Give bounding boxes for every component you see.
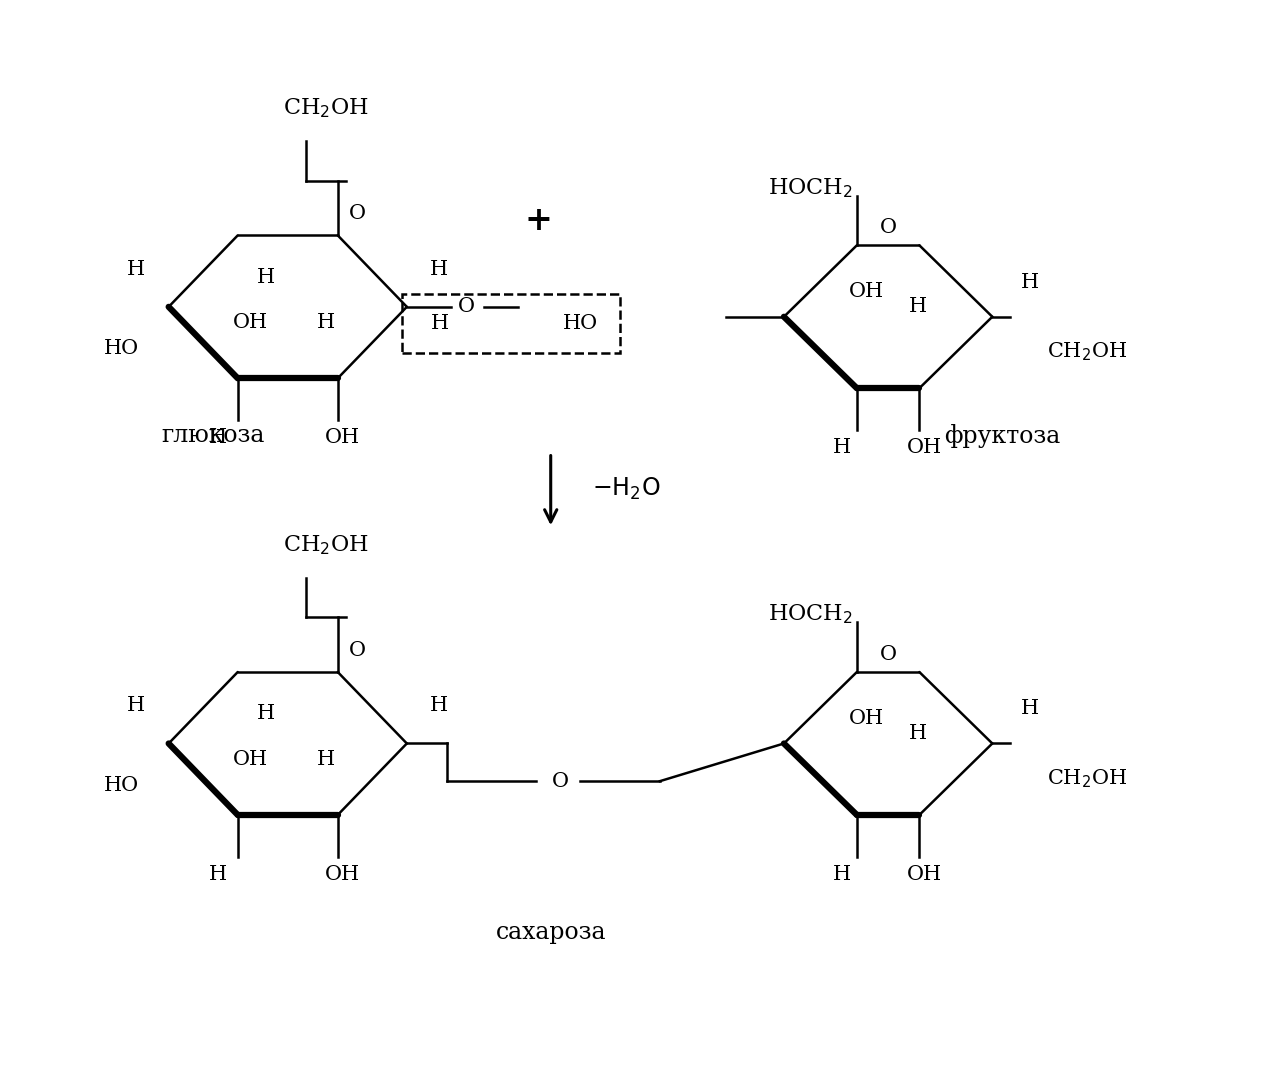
- Text: H: H: [317, 313, 335, 332]
- Text: глюкоза: глюкоза: [162, 424, 265, 447]
- Text: HO: HO: [103, 339, 139, 358]
- Text: H: H: [833, 438, 851, 457]
- Text: HO: HO: [103, 776, 139, 795]
- Text: H: H: [833, 865, 851, 884]
- Text: OH: OH: [233, 750, 268, 768]
- Text: OH: OH: [848, 282, 884, 302]
- Text: O: O: [879, 644, 897, 664]
- Text: HOCH$_2$: HOCH$_2$: [768, 603, 853, 627]
- Text: H: H: [317, 750, 335, 768]
- Text: HOCH$_2$: HOCH$_2$: [768, 175, 853, 199]
- Text: +: +: [525, 204, 552, 237]
- Text: OH: OH: [326, 428, 360, 447]
- Text: H: H: [1021, 700, 1039, 718]
- Text: H: H: [257, 704, 275, 723]
- Text: H: H: [127, 259, 145, 279]
- Text: H: H: [257, 267, 275, 287]
- Text: H: H: [430, 697, 448, 715]
- Text: O: O: [458, 298, 475, 316]
- Text: OH: OH: [326, 865, 360, 884]
- Text: сахароза: сахароза: [495, 921, 606, 944]
- Text: CH$_2$OH: CH$_2$OH: [1046, 767, 1127, 789]
- Text: H: H: [909, 724, 927, 743]
- Text: CH$_2$OH: CH$_2$OH: [1046, 340, 1127, 363]
- Text: O: O: [879, 218, 897, 237]
- Text: H: H: [909, 298, 927, 316]
- Text: OH: OH: [907, 865, 942, 884]
- Text: OH: OH: [848, 710, 884, 728]
- Text: H: H: [208, 865, 227, 884]
- Text: CH$_2$OH: CH$_2$OH: [283, 97, 368, 120]
- Text: фруктоза: фруктоза: [945, 424, 1060, 448]
- Text: HO: HO: [562, 314, 598, 334]
- Text: H: H: [431, 314, 449, 334]
- Text: H: H: [430, 259, 448, 279]
- Text: H: H: [1021, 272, 1039, 291]
- Text: $-\mathrm{H_2O}$: $-\mathrm{H_2O}$: [592, 475, 660, 501]
- Text: CH$_2$OH: CH$_2$OH: [283, 533, 368, 557]
- Text: H: H: [208, 428, 227, 447]
- Text: O: O: [349, 204, 366, 223]
- Text: OH: OH: [907, 438, 942, 457]
- Text: O: O: [349, 641, 366, 659]
- Text: O: O: [552, 772, 569, 790]
- Text: OH: OH: [233, 313, 268, 332]
- Text: H: H: [127, 697, 145, 715]
